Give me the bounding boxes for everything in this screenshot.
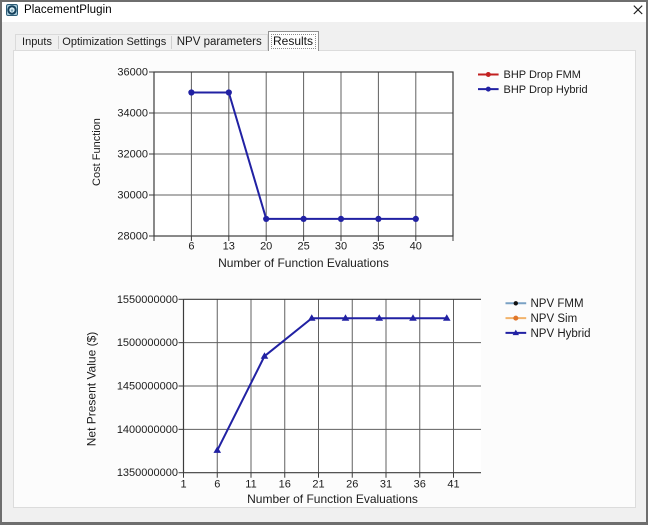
svg-text:1500000000: 1500000000 [117,337,178,349]
svg-text:1550000000: 1550000000 [117,294,178,306]
svg-text:30: 30 [335,241,347,253]
svg-text:41: 41 [447,479,459,491]
svg-text:31: 31 [380,479,392,491]
svg-text:36000: 36000 [117,67,148,79]
svg-text:20: 20 [260,241,272,253]
svg-text:1350000000: 1350000000 [117,467,178,479]
svg-text:BHP Drop Hybrid: BHP Drop Hybrid [504,84,588,96]
svg-text:Cost Function: Cost Function [91,118,103,186]
svg-text:1450000000: 1450000000 [117,381,178,393]
svg-text:6: 6 [188,241,194,253]
svg-text:Number of Function Evaluations: Number of Function Evaluations [218,256,389,270]
svg-text:Net Present Value ($): Net Present Value ($) [85,332,99,447]
svg-text:NPV Hybrid: NPV Hybrid [531,328,591,340]
svg-text:13: 13 [223,241,235,253]
svg-text:1400000000: 1400000000 [117,424,178,436]
svg-text:1: 1 [180,479,186,491]
svg-text:34000: 34000 [117,108,148,120]
svg-text:11: 11 [245,479,256,491]
svg-text:28000: 28000 [117,231,148,243]
svg-text:6: 6 [214,479,220,491]
svg-text:30000: 30000 [117,190,148,202]
svg-text:36: 36 [414,479,426,491]
svg-text:25: 25 [297,241,309,253]
svg-text:40: 40 [410,241,422,253]
svg-text:BHP Drop FMM: BHP Drop FMM [504,69,581,81]
svg-text:26: 26 [346,479,358,491]
svg-text:Number of Function Evaluations: Number of Function Evaluations [247,492,418,506]
svg-text:NPV FMM: NPV FMM [531,298,584,310]
svg-text:21: 21 [312,479,324,491]
svg-text:35: 35 [372,241,384,253]
svg-text:16: 16 [279,479,291,491]
svg-text:NPV Sim: NPV Sim [531,313,578,325]
svg-text:32000: 32000 [117,149,148,161]
